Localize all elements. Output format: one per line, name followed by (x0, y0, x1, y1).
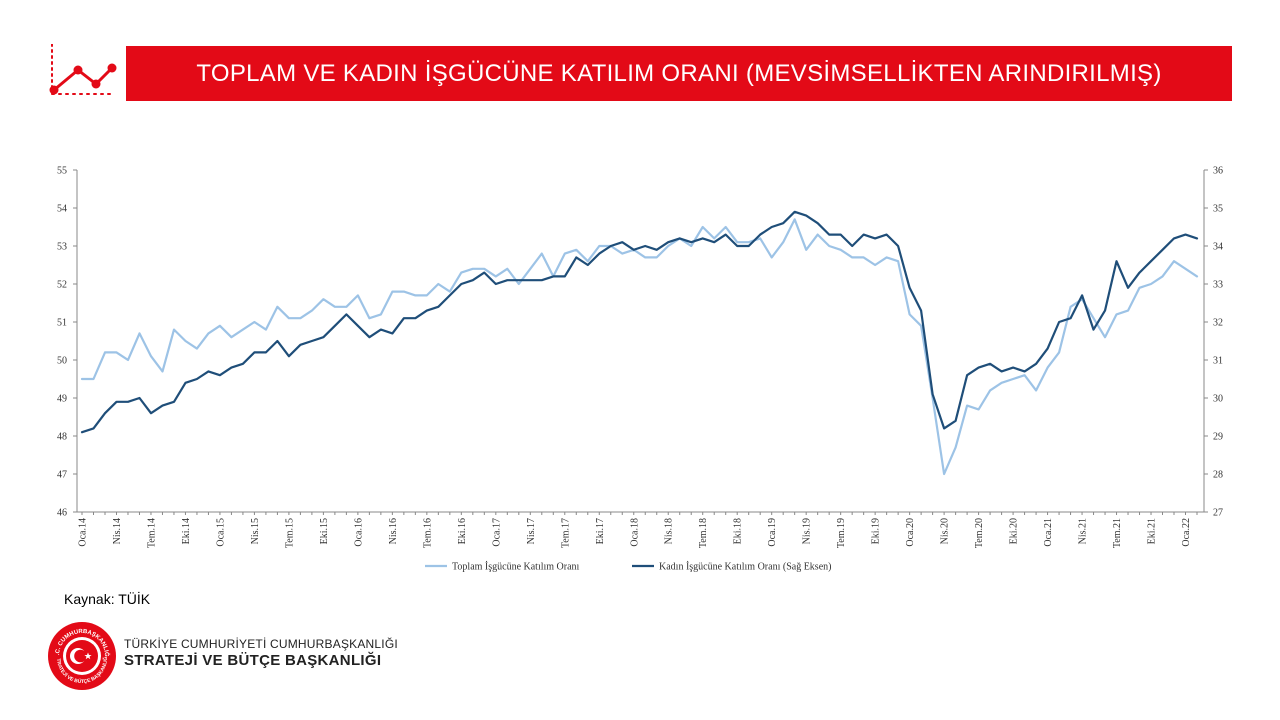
line-chart: 46 47 48 49 50 51 52 53 54 55 27 28 29 30 31 32 33 34 35 36… (57, 166, 1223, 573)
x-tick-label: Eki.19 (871, 518, 882, 544)
x-tick-label: Nis.20 (940, 518, 951, 544)
org-name-line2: STRATEJİ VE BÜTÇE BAŞKANLIĞI (124, 652, 382, 669)
y-left-tick-label: 47 (57, 470, 67, 481)
legend-label: Toplam İşgücüne Katılım Oranı (452, 561, 580, 573)
y-right-tick-label: 30 (1213, 394, 1223, 405)
x-tick-label: Tem.19 (836, 518, 847, 548)
y-right-tick-label: 35 (1213, 204, 1223, 215)
y-right-tick-label: 34 (1213, 242, 1223, 253)
chart-lines (80, 210, 1199, 476)
x-tick-label: Nis.21 (1078, 518, 1089, 544)
title-banner: TOPLAM VE KADIN İŞGÜCÜNE KATILIM ORANI (… (126, 46, 1232, 101)
y-left-tick-label: 50 (57, 356, 67, 367)
y-left-tick-label: 46 (57, 508, 67, 519)
page-title: TOPLAM VE KADIN İŞGÜCÜNE KATILIM ORANI (… (196, 60, 1162, 87)
x-tick-label: Oca.19 (767, 518, 778, 547)
x-tick-label: Nis.18 (664, 518, 675, 544)
x-tick-label: Tem.16 (422, 518, 433, 548)
y-right-tick-label: 29 (1213, 432, 1223, 443)
x-tick-label: Oca.18 (629, 518, 640, 547)
chart-legend: Toplam İşgücüne Katılım Oranı Kadın İşgüc… (425, 561, 831, 573)
x-tick-label: Eki.17 (595, 518, 606, 544)
x-tick-label: Eki.14 (181, 518, 192, 544)
x-tick-label: Tem.18 (698, 518, 709, 548)
y-right-tick-label: 32 (1213, 318, 1223, 329)
y-left-tick-label: 54 (57, 204, 67, 215)
x-tick-label: Oca.22 (1181, 518, 1192, 547)
x-tick-label: Eki.21 (1147, 518, 1158, 544)
x-tick-label: Tem.21 (1112, 518, 1123, 548)
org-name-line1: TÜRKİYE CUMHURİYETİ CUMHURBAŞKANLIĞI (124, 637, 398, 651)
x-tick-label: Nis.19 (802, 518, 813, 544)
y-right-tick-label: 28 (1213, 470, 1223, 481)
legend-label: Kadın İşgücüne Katılım Oranı (Sağ Eksen) (659, 561, 831, 573)
y-left-tick-label: 48 (57, 432, 67, 443)
x-tick-label: Tem.15 (284, 518, 295, 548)
y-left-tick-label: 49 (57, 394, 67, 405)
x-tick-label: Nis.14 (112, 518, 123, 544)
x-tick-label: Oca.14 (78, 518, 89, 547)
x-tick-label: Eki.20 (1009, 518, 1020, 544)
x-tick-label: Oca.17 (491, 518, 502, 547)
x-tick-label: Oca.15 (215, 518, 226, 547)
ministry-logo: T.C. CUMHURBAŞKANLIĞI STRATEJİ VE BÜTÇE … (44, 616, 118, 697)
y-left-tick-label: 53 (57, 242, 67, 253)
y-left-tick-label: 52 (57, 280, 67, 291)
x-tick-label: Oca.16 (353, 518, 364, 547)
line-chart-icon (44, 43, 120, 105)
x-tick-label: Oca.21 (1043, 518, 1054, 547)
y-right-tick-label: 27 (1213, 508, 1223, 519)
x-tick-label: Nis.17 (526, 518, 537, 544)
series-line-total (80, 218, 1199, 476)
x-tick-label: Eki.18 (733, 518, 744, 544)
y-left-tick-label: 55 (57, 166, 67, 177)
source-note: Kaynak: TÜİK (64, 591, 151, 607)
x-tick-label: Nis.15 (250, 518, 261, 544)
chart-axes: 46 47 48 49 50 51 52 53 54 55 27 28 29 30 31 32 33 34 35 36… (57, 166, 1223, 549)
x-tick-label: Tem.17 (560, 518, 571, 548)
y-right-tick-label: 36 (1213, 166, 1223, 177)
x-tick-label: Eki.16 (457, 518, 468, 544)
y-left-tick-label: 51 (57, 318, 67, 329)
series-line-female (80, 210, 1199, 434)
y-right-tick-label: 31 (1213, 356, 1223, 367)
x-tick-label: Eki.15 (319, 518, 330, 544)
y-right-tick-label: 33 (1213, 280, 1223, 291)
x-tick-label: Tem.20 (974, 518, 985, 548)
x-tick-label: Nis.16 (388, 518, 399, 544)
x-tick-label: Tem.14 (146, 518, 157, 548)
x-tick-label: Oca.20 (905, 518, 916, 547)
